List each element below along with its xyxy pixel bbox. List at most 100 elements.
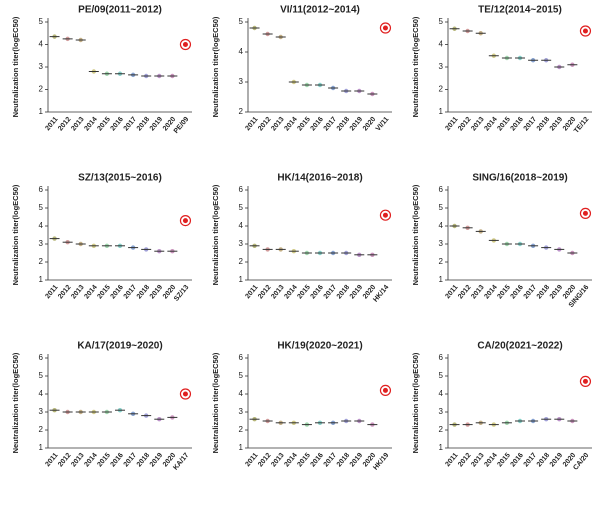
y-tick-label: 2 [39, 257, 44, 266]
x-tick-label: 2018 [536, 116, 551, 133]
x-tick-label: 2017 [523, 284, 538, 301]
x-tick-label: 2017 [323, 284, 338, 301]
y-tick-label: 3 [239, 239, 244, 248]
homologous-point [182, 218, 188, 224]
y-tick-label: 6 [439, 185, 444, 194]
y-tick-label: 1 [39, 443, 44, 452]
x-tick-label: 2017 [123, 116, 138, 133]
x-tick-label: 2015 [496, 452, 511, 469]
x-tick-label: 2015 [496, 116, 511, 133]
highlight-ring [179, 388, 192, 400]
y-axis-label: Neutralization titer(logEC50) [211, 16, 220, 117]
y-tick-label: 1 [439, 275, 444, 284]
x-tick-label: 2016 [110, 452, 125, 469]
x-tick-label: 2019 [149, 284, 164, 301]
panel-title: VI/11(2012~2014) [280, 5, 360, 16]
y-tick-label: 5 [39, 17, 44, 26]
y-tick-label: 1 [439, 107, 444, 116]
y-tick-label: 6 [239, 353, 244, 362]
x-tick-label: 2019 [549, 452, 564, 469]
x-tick-label: 2016 [310, 452, 325, 469]
panel-title: HK/19(2020~2021) [277, 341, 362, 352]
y-tick-label: 5 [39, 371, 44, 380]
x-tick-label: 2012 [457, 284, 472, 301]
y-tick-label: 6 [439, 353, 444, 362]
panel-title: SZ/13(2015~2016) [78, 173, 162, 184]
y-axis-label: Neutralization titer(logEC50) [211, 352, 220, 453]
y-axis-label: Neutralization titer(logEC50) [411, 184, 420, 285]
y-tick-label: 4 [239, 389, 244, 398]
highlight-ring [579, 207, 592, 220]
y-tick-label: 4 [39, 40, 44, 49]
homologous-point [382, 212, 388, 218]
y-axis-label: Neutralization titer(logEC50) [11, 16, 20, 117]
x-tick-label: 2015 [96, 452, 111, 469]
x-tick-label: 2013 [270, 284, 285, 301]
x-tick-label: 2011 [444, 452, 459, 468]
homologous-point [382, 387, 388, 393]
y-axis-label: Neutralization titer(logEC50) [11, 352, 20, 453]
y-tick-label: 2 [439, 85, 444, 94]
x-tick-label: 2011 [44, 116, 59, 132]
x-tick-label: TE/12 [573, 116, 590, 135]
x-tick-label: 2011 [244, 452, 259, 468]
x-tick-label: 2014 [83, 452, 98, 469]
y-tick-label: 5 [439, 17, 444, 26]
x-tick-label: 2013 [70, 452, 85, 469]
x-tick-label: 2014 [483, 452, 498, 469]
x-tick-label: 2019 [349, 452, 364, 469]
x-tick-label: 2018 [336, 116, 351, 133]
y-tick-label: 2 [239, 107, 244, 116]
x-tick-label: 2012 [457, 452, 472, 469]
homologous-point [582, 28, 588, 34]
panel-title: PE/09(2011~2012) [78, 5, 162, 16]
y-tick-label: 6 [39, 353, 44, 362]
x-tick-label: 2014 [483, 284, 498, 301]
highlight-ring [179, 38, 192, 51]
panel: VI/11(2012~2014) Neutralization titer(log… [211, 5, 392, 133]
x-tick-label: 2019 [349, 284, 364, 301]
x-tick-label: 2014 [283, 116, 298, 133]
panel-title: SING/16(2018~2019) [472, 173, 567, 184]
y-tick-label: 5 [439, 203, 444, 212]
y-tick-label: 4 [39, 389, 44, 398]
y-tick-label: 2 [239, 257, 244, 266]
highlight-ring [579, 25, 592, 37]
x-tick-label: 2014 [83, 116, 98, 133]
x-tick-label: 2016 [510, 452, 525, 469]
x-tick-label: 2013 [470, 116, 485, 133]
y-tick-label: 4 [439, 221, 444, 230]
x-tick-label: 2011 [44, 284, 59, 300]
panel: KA/17(2019~2020) Neutralization titer(log… [11, 341, 192, 472]
y-tick-label: 3 [439, 239, 444, 248]
x-tick-label: 2012 [57, 452, 72, 469]
x-tick-label: 2016 [310, 116, 325, 133]
homologous-point [582, 210, 588, 216]
highlight-ring [579, 375, 592, 388]
x-tick-label: 2012 [57, 284, 72, 301]
x-tick-label: 2012 [457, 116, 472, 133]
y-tick-label: 5 [39, 203, 44, 212]
x-tick-label: 2011 [444, 284, 459, 300]
highlight-ring [379, 384, 392, 397]
panel: SZ/13(2015~2016) Neutralization titer(log… [11, 173, 192, 303]
y-tick-label: 4 [239, 221, 244, 230]
highlight-ring [379, 209, 392, 221]
x-tick-label: 2015 [296, 116, 311, 133]
x-tick-label: 2014 [83, 284, 98, 301]
x-tick-label: 2016 [510, 116, 525, 133]
y-tick-label: 2 [439, 425, 444, 434]
x-tick-label: 2015 [296, 452, 311, 469]
panel: PE/09(2011~2012) Neutralization titer(log… [11, 5, 192, 135]
panel: HK/14(2016~2018) Neutralization titer(log… [211, 173, 392, 304]
x-tick-label: PE/09 [173, 116, 191, 135]
y-tick-label: 3 [239, 407, 244, 416]
x-tick-label: 2018 [136, 452, 151, 469]
y-tick-label: 4 [439, 40, 444, 49]
x-tick-label: 2019 [549, 116, 564, 133]
x-tick-label: 2020 [362, 116, 377, 133]
x-tick-label: 2018 [136, 116, 151, 133]
y-tick-label: 1 [439, 443, 444, 452]
x-tick-label: 2018 [536, 284, 551, 301]
x-tick-label: 2014 [483, 116, 498, 133]
